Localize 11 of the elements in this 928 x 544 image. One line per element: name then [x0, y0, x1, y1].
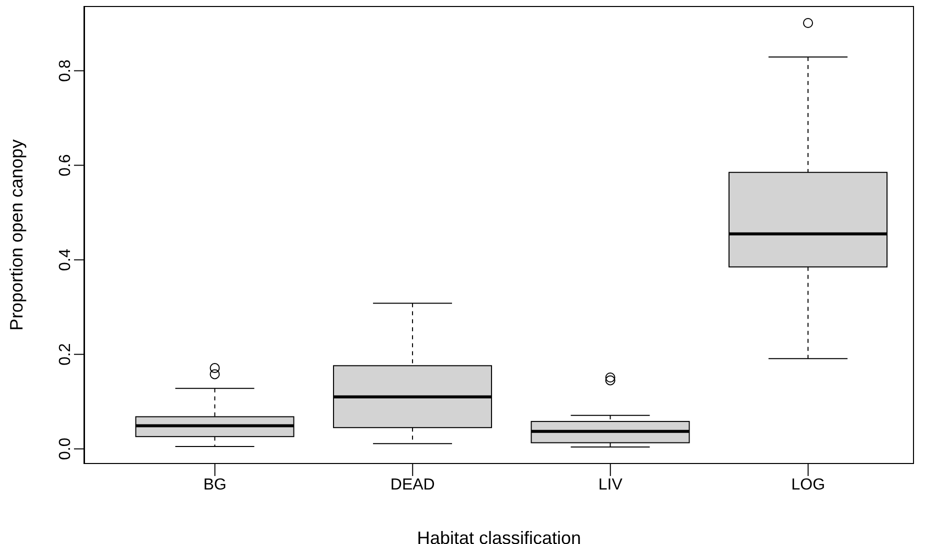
x-tick-label: DEAD [390, 476, 435, 494]
x-tick-label: BG [203, 476, 226, 494]
y-tick-label: 0.6 [57, 154, 74, 176]
x-tick-label: LIV [598, 476, 623, 494]
y-tick-label: 0.2 [57, 343, 74, 366]
x-axis-title: Habitat classification [416, 528, 582, 544]
y-axis-title: Proportion open canopy [6, 139, 26, 331]
y-tick-label: 0.4 [57, 248, 74, 271]
y-tick-label: 0.8 [57, 60, 74, 82]
y-tick-label: 0.0 [57, 438, 74, 460]
x-tick-label: LOG [791, 476, 826, 494]
